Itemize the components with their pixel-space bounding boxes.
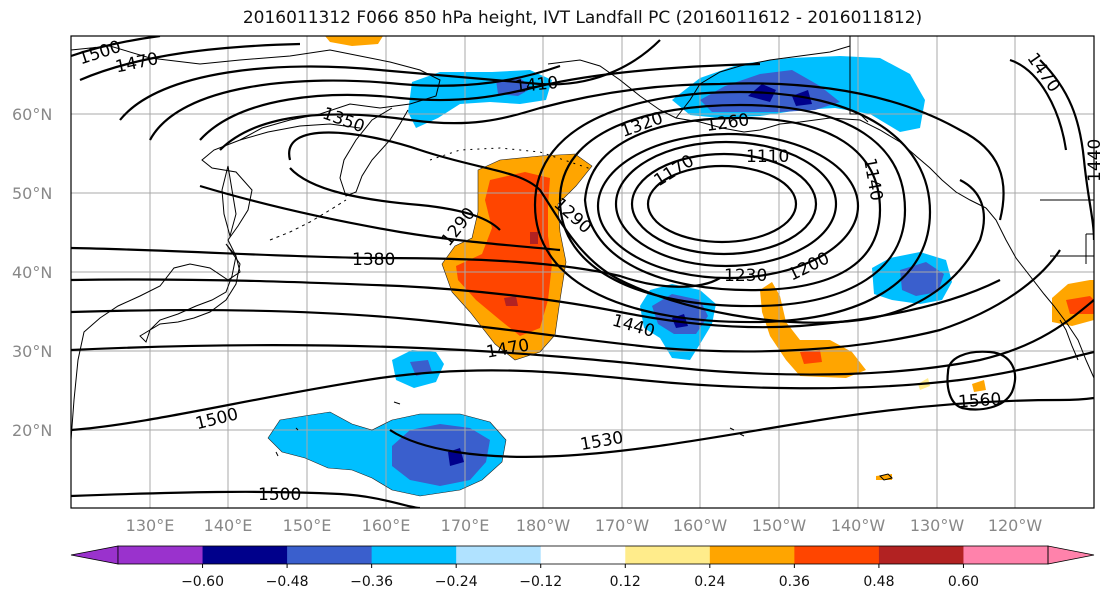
- contour-label: 1380: [352, 250, 395, 270]
- colorbar-border: [117, 545, 1049, 565]
- lon-label: 160°E: [362, 516, 411, 535]
- colorbar-swatch: [202, 546, 288, 564]
- contour-label: 1440: [1085, 139, 1105, 182]
- lat-label: 30°N: [12, 342, 52, 361]
- colorbar-swatch: [625, 546, 711, 564]
- colorbar-swatch: [878, 546, 964, 564]
- lat-label: 20°N: [12, 421, 52, 440]
- colorbar-swatch: [118, 546, 204, 564]
- lon-label: 150°W: [752, 516, 807, 535]
- colorbar-extend-min: [70, 545, 119, 565]
- contour-label: 1230: [724, 266, 767, 286]
- lon-label: 170°E: [441, 516, 490, 535]
- lon-label: 170°W: [595, 516, 650, 535]
- lon-label: 150°E: [283, 516, 332, 535]
- lon-labels: 130°E 140°E 150°E 160°E 170°E 180°W 170°…: [126, 516, 1043, 535]
- colorbar-tick-label: 0.48: [863, 574, 894, 590]
- lon-label: 140°E: [204, 516, 253, 535]
- colorbar-tick-label: 0.36: [779, 574, 810, 590]
- graticule: [71, 36, 1094, 508]
- colorbar-swatch: [287, 546, 373, 564]
- contour-label: 1110: [746, 147, 789, 167]
- map-border: [70, 35, 1095, 509]
- colorbar-tick-label: −0.48: [266, 574, 309, 590]
- lat-label: 60°N: [12, 105, 52, 124]
- colorbar-swatch: [963, 546, 1049, 564]
- colorbar-swatch: [371, 546, 457, 564]
- contour-label: 1500: [258, 485, 301, 505]
- map-title: 2016011312 F066 850 hPa height, IVT Land…: [242, 8, 923, 28]
- lon-label: 130°W: [910, 516, 965, 535]
- colorbar-swatch: [456, 546, 542, 564]
- colorbar: −0.60 −0.48 −0.36 −0.24 −0.12 0.12 0.24 0.36 0.4…: [70, 545, 1095, 590]
- colorbar-tick-label: 0.12: [610, 574, 641, 590]
- lat-labels: 60°N 50°N 40°N 30°N 20°N: [12, 105, 52, 440]
- contour-label: 1560: [957, 390, 1002, 413]
- lat-label: 40°N: [12, 263, 52, 282]
- colorbar-tick-label: −0.36: [350, 574, 393, 590]
- colorbar-tick-label: 0.24: [694, 574, 725, 590]
- colorbar-swatch: [709, 546, 795, 564]
- lat-label: 50°N: [12, 184, 52, 203]
- colorbar-extend-max: [1047, 545, 1095, 565]
- lon-label: 120°W: [988, 516, 1043, 535]
- colorbar-tick-label: −0.60: [181, 574, 224, 590]
- colorbar-swatch: [540, 546, 626, 564]
- colorbar-tick-label: 0.60: [948, 574, 979, 590]
- lon-label: 180°W: [516, 516, 571, 535]
- height-contours: [71, 36, 1094, 508]
- lon-label: 140°W: [831, 516, 886, 535]
- colorbar-swatch: [794, 546, 880, 564]
- contour-label: 1410: [514, 73, 559, 97]
- shade-outlines: [267, 153, 593, 497]
- lon-label: 130°E: [126, 516, 175, 535]
- lon-label: 160°W: [673, 516, 728, 535]
- colorbar-tick-label: −0.24: [435, 574, 478, 590]
- colorbar-tick-label: −0.12: [519, 574, 562, 590]
